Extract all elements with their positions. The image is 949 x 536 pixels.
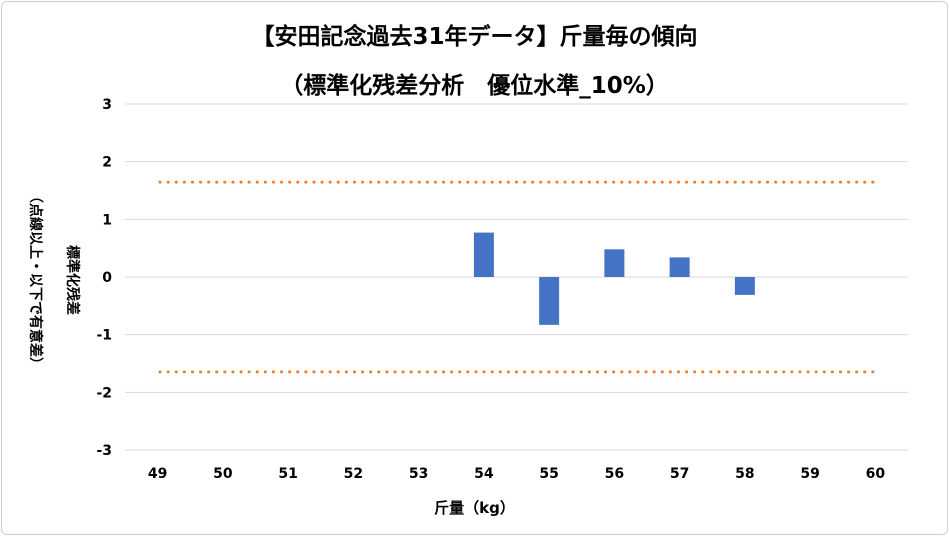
bar: [473, 232, 494, 277]
x-tick-label: 54: [474, 466, 494, 482]
x-axis-label: 斤量（kg）: [434, 499, 515, 517]
bar: [604, 249, 625, 277]
x-tick-label: 60: [866, 466, 886, 482]
y-tick-label: -2: [96, 385, 112, 401]
y-axis-note: （点線以上・以下で有意差）: [27, 189, 43, 371]
x-tick-label: 57: [670, 466, 689, 482]
x-tick-label: 59: [800, 466, 819, 482]
chart-subtitle: （標準化残差分析 優位水準_10%）: [280, 73, 669, 99]
x-tick-label: 51: [278, 466, 297, 482]
y-tick-label: 1: [102, 212, 112, 228]
x-tick-label: 49: [148, 466, 167, 482]
y-tick-label: -3: [96, 443, 112, 459]
y-axis-label: 標準化残差: [64, 245, 80, 315]
x-tick-label: 50: [213, 466, 233, 482]
x-tick-label: 53: [409, 466, 428, 482]
bar: [734, 277, 755, 295]
x-tick-label: 58: [735, 466, 754, 482]
x-tick-label: 55: [539, 466, 558, 482]
y-tick-label: -1: [96, 328, 112, 344]
x-tick-label: 56: [605, 466, 624, 482]
y-tick-label: 0: [102, 270, 112, 286]
y-tick-label: 3: [102, 97, 112, 113]
y-tick-label: 2: [102, 155, 112, 171]
x-tick-label: 52: [344, 466, 363, 482]
bar: [539, 277, 560, 325]
bar: [669, 257, 690, 277]
chart-title: 【安田記念過去31年データ】斤量毎の傾向: [251, 24, 698, 50]
